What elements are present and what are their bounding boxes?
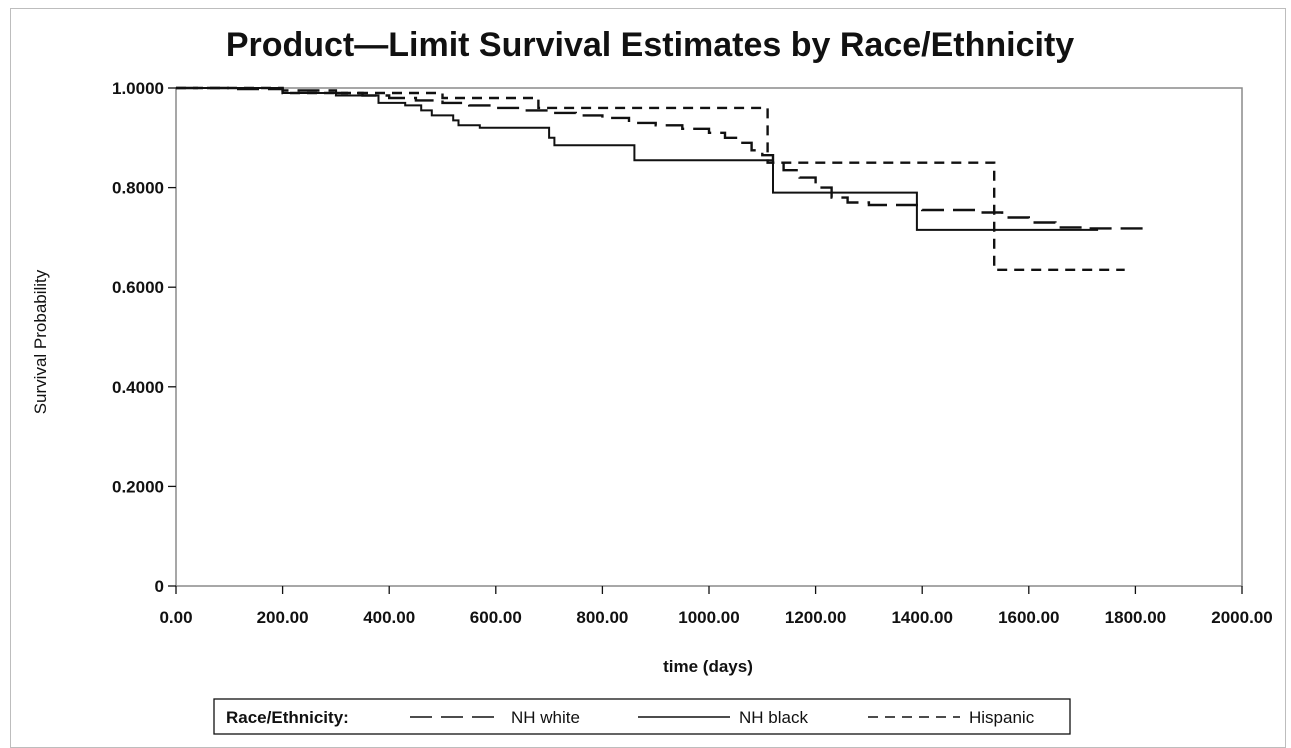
series-line-nh-black	[176, 87, 1099, 231]
series-group	[176, 86, 1152, 271]
plot-area	[175, 87, 1243, 587]
y-tick-label: 0	[155, 577, 164, 596]
x-tick-label: 0.00	[159, 608, 192, 627]
legend: Race/Ethnicity: NH white NH black Hispanic	[213, 698, 1071, 735]
x-axis: 0.00 200.00 400.00 600.00 800.00 1000.00 1200.…	[159, 586, 1273, 627]
x-tick-label: 800.00	[576, 608, 628, 627]
x-axis-label: time (days)	[663, 657, 753, 676]
y-tick-label: 1.0000	[112, 79, 164, 98]
y-tick-label: 0.4000	[112, 378, 164, 397]
series-line-nh-white	[176, 86, 1152, 230]
x-tick-label: 1400.00	[891, 608, 952, 627]
legend-box	[213, 698, 1071, 735]
chart-title: Product—Limit Survival Estimates by Race…	[226, 26, 1074, 64]
legend-label-nh-black: NH black	[739, 708, 808, 727]
x-tick-label: 400.00	[363, 608, 415, 627]
y-tick-label: 0.6000	[112, 278, 164, 297]
x-tick-label: 1000.00	[678, 608, 739, 627]
x-tick-label: 1200.00	[785, 608, 846, 627]
x-tick-label: 1600.00	[998, 608, 1059, 627]
series-line-hispanic	[176, 86, 1125, 271]
y-axis-label: Survival Probability	[31, 269, 50, 414]
y-tick-label: 0.2000	[112, 477, 164, 496]
legend-items: NH white NH black Hispanic	[410, 708, 1035, 727]
x-tick-label: 1800.00	[1105, 608, 1166, 627]
y-axis: 0 0.2000 0.4000 0.6000 0.8000 1.0000	[112, 79, 176, 596]
legend-title: Race/Ethnicity:	[226, 708, 349, 727]
legend-label-nh-white: NH white	[511, 708, 580, 727]
x-tick-label: 2000.00	[1211, 608, 1272, 627]
y-tick-label: 0.8000	[112, 179, 164, 198]
legend-label-hispanic: Hispanic	[969, 708, 1035, 727]
x-tick-label: 600.00	[470, 608, 522, 627]
x-tick-label: 200.00	[257, 608, 309, 627]
